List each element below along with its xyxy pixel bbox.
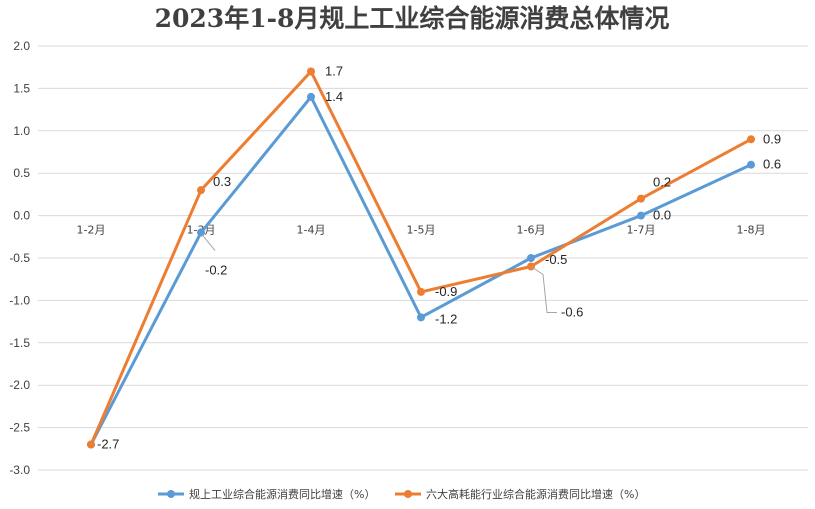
y-tick-label: 1.5 xyxy=(13,81,30,95)
x-tick-label: 1-8月 xyxy=(737,224,766,237)
x-tick-label: 1-4月 xyxy=(297,224,326,237)
data-point-1 xyxy=(417,313,425,322)
data-point-1 xyxy=(527,254,535,262)
y-tick-label: 1.0 xyxy=(13,124,30,138)
data-point-2 xyxy=(747,135,755,144)
x-tick-label: 1-7月 xyxy=(627,224,656,237)
y-tick-label: 0.5 xyxy=(13,166,30,180)
data-point-2 xyxy=(307,67,315,76)
data-point-2 xyxy=(197,186,205,195)
data-label-2: -0.9 xyxy=(435,284,457,299)
y-tick-label: -3.0 xyxy=(9,463,30,477)
gridlines xyxy=(38,45,808,471)
data-label-1: 0.0 xyxy=(653,208,671,223)
data-point-1 xyxy=(197,228,205,237)
y-tick-label: -2.0 xyxy=(9,378,30,392)
y-tick-label: 0.0 xyxy=(13,209,30,223)
data-label-1: -2.7 xyxy=(97,437,119,452)
y-tick-label: -1.0 xyxy=(9,293,30,307)
data-point-2 xyxy=(87,440,95,449)
legend-label: 六大高耗能行业综合能源消费同比增速（%） xyxy=(426,487,645,501)
data-label-1: -0.5 xyxy=(545,252,567,267)
data-label-2: 1.7 xyxy=(325,63,343,78)
leader-line xyxy=(201,234,216,251)
data-labels: -2.7 -0.2 1.4 -1.2 -0.5 0.0 0.6 0.3 1.7 -0.9 -0.6 0… xyxy=(97,63,781,451)
legend-marker xyxy=(404,490,412,498)
x-tick-label: 1-6月 xyxy=(517,224,546,237)
data-label-2: -0.6 xyxy=(561,304,583,319)
data-label-2: 0.9 xyxy=(763,131,781,146)
data-label-2: 0.2 xyxy=(653,175,671,190)
data-point-2 xyxy=(637,194,645,203)
legend: 规上工业综合能源消费同比增速（%） 六大高耗能行业综合能源消费同比增速（%） xyxy=(158,487,645,501)
y-tick-label: -1.5 xyxy=(9,336,30,350)
y-tick-label: -0.5 xyxy=(9,251,30,265)
x-axis-ticks: 1-2月1-3月1-4月1-5月1-6月1-7月1-8月 xyxy=(77,224,766,237)
data-point-1 xyxy=(307,92,315,101)
data-label-1: 0.6 xyxy=(763,157,781,172)
leader-line xyxy=(530,266,557,313)
series-line-1 xyxy=(89,95,753,447)
data-point-2 xyxy=(417,287,425,296)
y-tick-label: 2.0 xyxy=(13,39,30,53)
data-label-1: -0.2 xyxy=(205,263,227,278)
chart-title: 2023年1-8月规上工业综合能源消费总体情况 xyxy=(155,4,670,33)
series-lines xyxy=(87,67,755,449)
y-axis-ticks: 2.0 1.5 1.0 0.5 0.0 -0.5 -1.0 -1.5 -2.0 -2.5 -3.0 xyxy=(9,39,30,477)
data-point-1 xyxy=(637,211,645,220)
data-point-1 xyxy=(747,160,755,169)
legend-label: 规上工业综合能源消费同比增速（%） xyxy=(189,487,375,501)
x-tick-label: 1-2月 xyxy=(77,224,106,237)
legend-marker xyxy=(167,490,175,498)
data-label-2: 0.3 xyxy=(213,174,231,189)
x-tick-label: 1-5月 xyxy=(407,224,436,237)
y-tick-label: -2.5 xyxy=(9,421,30,435)
data-label-1: -1.2 xyxy=(435,311,457,326)
data-label-1: 1.4 xyxy=(325,89,343,104)
